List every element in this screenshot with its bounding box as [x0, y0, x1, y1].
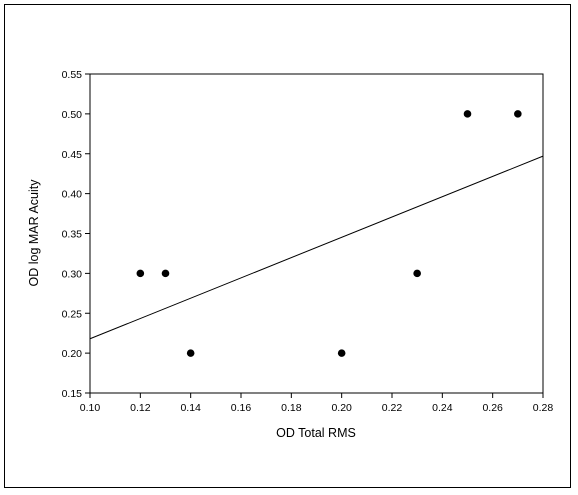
x-tick-label: 0.14 [180, 402, 201, 414]
y-axis-ticks: 0.15 0.20 0.25 0.30 0.35 0.40 0.45 0.50 0.55 [62, 69, 90, 400]
plot-area [89, 73, 544, 394]
x-tick-label: 0.22 [382, 402, 403, 414]
y-tick-label: 0.20 [62, 348, 83, 360]
x-tick-label: 0.18 [281, 402, 302, 414]
y-tick-label: 0.25 [62, 308, 83, 320]
x-tick-label: 0.28 [533, 402, 554, 414]
x-tick-label: 0.26 [482, 402, 503, 414]
data-point [337, 349, 346, 357]
y-tick-label: 0.30 [62, 268, 83, 280]
chart-frame [4, 4, 571, 488]
y-tick-label: 0.45 [62, 149, 83, 161]
data-point [186, 349, 195, 357]
y-tick-label: 0.40 [62, 189, 83, 201]
x-axis-ticks: 0.10 0.12 0.14 0.16 0.18 0.20 0.22 0.24 0.26 0.28 [80, 393, 554, 414]
y-tick-label: 0.35 [62, 229, 83, 241]
data-point [161, 269, 170, 278]
y-tick-label: 0.55 [62, 69, 83, 81]
data-point [413, 269, 421, 278]
data-point [463, 110, 472, 118]
y-tick-label: 0.50 [62, 109, 83, 121]
y-tick-label: 0.15 [62, 388, 83, 400]
y-axis-label: OD log MAR Acuity [27, 179, 41, 287]
x-tick-label: 0.10 [80, 402, 101, 414]
data-points [136, 110, 522, 357]
x-tick-label: 0.20 [331, 402, 352, 414]
x-tick-label: 0.16 [231, 402, 252, 414]
data-point [514, 110, 522, 118]
x-axis-label: OD Total RMS [276, 426, 356, 440]
regression-line [89, 155, 544, 340]
x-tick-label: 0.12 [130, 402, 151, 414]
x-tick-label: 0.24 [432, 402, 453, 414]
regression-line-group [89, 155, 544, 340]
data-point [136, 269, 145, 278]
